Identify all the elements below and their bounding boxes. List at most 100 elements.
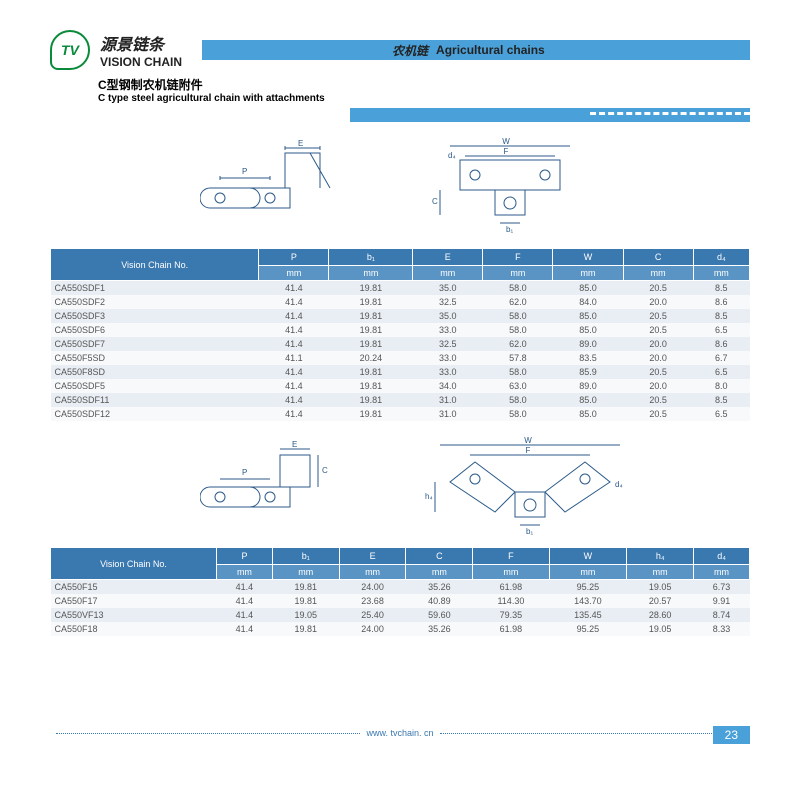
table-cell: 8.6 — [693, 337, 749, 351]
table-cell: 20.24 — [329, 351, 413, 365]
svg-text:d₄: d₄ — [615, 480, 623, 489]
table-cell: 20.5 — [623, 281, 693, 296]
table-cell: 6.7 — [693, 351, 749, 365]
table-row: CA550SDF641.419.8133.058.085.020.56.5 — [51, 323, 750, 337]
table-cell: 41.1 — [259, 351, 329, 365]
table-cell: 19.81 — [272, 580, 339, 595]
table-row: CA550SDF1241.419.8131.058.085.020.56.5 — [51, 407, 750, 421]
table1-col-1: b₁ — [329, 249, 413, 266]
table-cell: 19.81 — [329, 393, 413, 407]
table-cell: 83.5 — [553, 351, 623, 365]
diagram-row-2: P E C W F h₄ d₄ b₁ — [50, 437, 750, 537]
brand-block: 源景链条 VISION CHAIN — [100, 31, 182, 69]
table-cell: 41.4 — [259, 407, 329, 421]
table2-col-7: d₄ — [694, 548, 750, 565]
table1-col-3: F — [483, 249, 553, 266]
table-row: CA550SDF741.419.8132.562.089.020.08.6 — [51, 337, 750, 351]
table-cell: CA550SDF7 — [51, 337, 259, 351]
table-cell: 33.0 — [413, 365, 483, 379]
table-cell: CA550VF13 — [51, 608, 217, 622]
table-cell: 20.5 — [623, 393, 693, 407]
table-cell: 41.4 — [259, 309, 329, 323]
table-cell: 8.33 — [694, 622, 750, 636]
table2-unit: mm — [549, 565, 627, 580]
table-cell: 35.26 — [406, 580, 473, 595]
table-cell: 85.0 — [553, 407, 623, 421]
title-bar: 农机链 Agricultural chains — [202, 40, 750, 60]
table-cell: 41.4 — [217, 608, 273, 622]
table2-unit: mm — [694, 565, 750, 580]
table2-unit: mm — [473, 565, 549, 580]
brand-chinese: 源景链条 — [100, 31, 182, 55]
table1-unit: mm — [693, 266, 749, 281]
titlebar-en: Agricultural chains — [436, 43, 545, 57]
table-cell: 85.9 — [553, 365, 623, 379]
table-cell: 19.05 — [627, 580, 694, 595]
table-cell: 23.68 — [339, 594, 406, 608]
table-cell: 41.4 — [259, 295, 329, 309]
table-row: CA550SDF1141.419.8131.058.085.020.58.5 — [51, 393, 750, 407]
table-cell: 114.30 — [473, 594, 549, 608]
table-cell: 19.81 — [329, 323, 413, 337]
table-cell: 85.0 — [553, 393, 623, 407]
table-cell: 89.0 — [553, 337, 623, 351]
table-cell: 8.6 — [693, 295, 749, 309]
table2-col-3: C — [406, 548, 473, 565]
table-cell: 8.5 — [693, 309, 749, 323]
table-cell: 19.81 — [329, 337, 413, 351]
diagram-side-view-2: P E C — [200, 437, 380, 537]
table-cell: 19.81 — [272, 622, 339, 636]
table-cell: 31.0 — [413, 407, 483, 421]
diagram-front-view-2: W F h₄ d₄ b₁ — [420, 437, 600, 537]
table-cell: 57.8 — [483, 351, 553, 365]
table1-unit: mm — [623, 266, 693, 281]
table1-unit: mm — [329, 266, 413, 281]
svg-text:h₄: h₄ — [425, 492, 433, 501]
table2-unit: mm — [627, 565, 694, 580]
table-cell: 62.0 — [483, 337, 553, 351]
table1-unit: mm — [413, 266, 483, 281]
table2-header-main: Vision Chain No. — [51, 548, 217, 580]
logo-icon: TV — [50, 30, 90, 70]
titlebar-cn: 农机链 — [392, 42, 428, 59]
table-cell: 35.26 — [406, 622, 473, 636]
table-cell: 19.81 — [329, 309, 413, 323]
table1-col-2: E — [413, 249, 483, 266]
table-cell: 33.0 — [413, 323, 483, 337]
diagram-row-1: P E W F d₄ C b₁ — [50, 138, 750, 238]
table1-header-main: Vision Chain No. — [51, 249, 259, 281]
table-cell: 20.0 — [623, 379, 693, 393]
page-number: 23 — [713, 726, 750, 744]
brand-english: VISION CHAIN — [100, 55, 182, 69]
table-cell: 41.4 — [259, 281, 329, 296]
table-cell: CA550SDF6 — [51, 323, 259, 337]
table-row: CA550F5SD41.120.2433.057.883.520.06.7 — [51, 351, 750, 365]
table2-col-2: E — [339, 548, 406, 565]
table2-unit: mm — [272, 565, 339, 580]
table-cell: 41.4 — [259, 365, 329, 379]
table-cell: CA550SDF11 — [51, 393, 259, 407]
table-cell: 25.40 — [339, 608, 406, 622]
svg-text:W: W — [502, 138, 510, 146]
table-cell: 41.4 — [217, 594, 273, 608]
table-cell: 19.81 — [329, 407, 413, 421]
table-cell: 41.4 — [259, 379, 329, 393]
table-cell: 58.0 — [483, 365, 553, 379]
diagram-side-view-1: P E — [200, 138, 380, 238]
table-cell: 20.57 — [627, 594, 694, 608]
table2-unit: mm — [339, 565, 406, 580]
table-cell: 41.4 — [259, 337, 329, 351]
table-cell: 41.4 — [259, 393, 329, 407]
table-cell: CA550F5SD — [51, 351, 259, 365]
table-cell: 35.0 — [413, 281, 483, 296]
table-cell: 31.0 — [413, 393, 483, 407]
table-cell: 41.4 — [217, 580, 273, 595]
table-cell: 143.70 — [549, 594, 627, 608]
table2-unit: mm — [406, 565, 473, 580]
table-row: CA550F8SD41.419.8133.058.085.920.56.5 — [51, 365, 750, 379]
table-cell: CA550F17 — [51, 594, 217, 608]
table-cell: 20.5 — [623, 407, 693, 421]
table2-col-5: W — [549, 548, 627, 565]
table2-col-4: F — [473, 548, 549, 565]
table-cell: 58.0 — [483, 281, 553, 296]
